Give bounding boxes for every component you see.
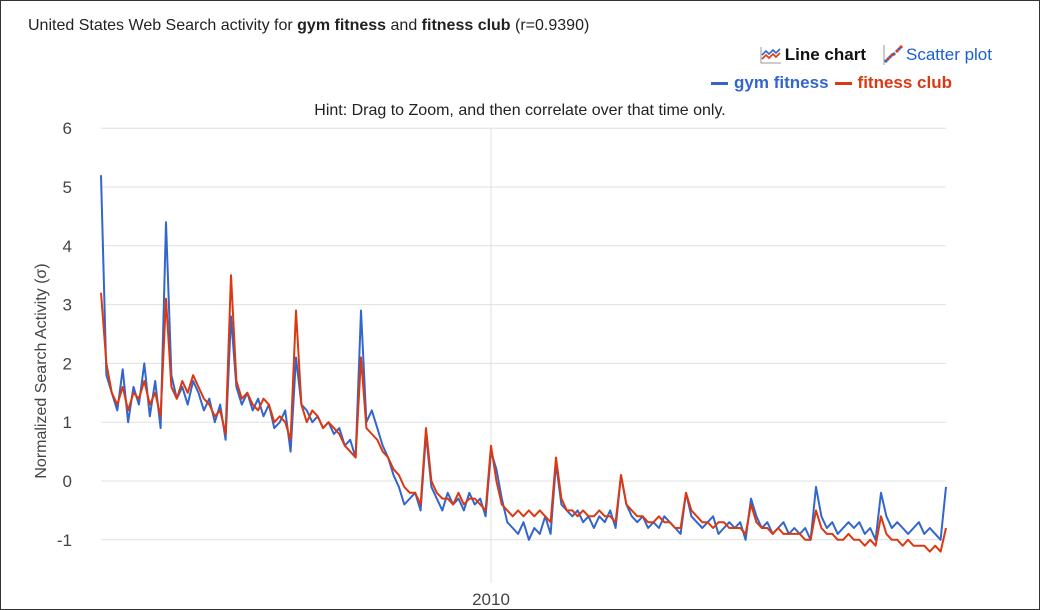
legend-label: fitness club — [857, 73, 952, 92]
series-line-fitness-club — [100, 274, 947, 553]
y-tick-label: 5 — [63, 178, 72, 197]
line-chart-label: Line chart — [784, 45, 866, 64]
scatter-plot-button[interactable]: Scatter plot — [880, 44, 992, 66]
title-prefix: United States Web Search activity for — [28, 17, 298, 34]
series-lines — [100, 175, 947, 553]
y-tick-label: 4 — [63, 237, 72, 256]
gridlines — [101, 127, 946, 583]
y-tick-label: 2 — [63, 354, 72, 373]
legend-swatch — [711, 81, 729, 85]
title-correlation: (r=0.9390) — [510, 17, 590, 34]
scatter-plot-label: Scatter plot — [906, 45, 992, 64]
title-term-fitness-club: fitness club — [421, 17, 511, 34]
view-switch: Line chart Scatter plot — [759, 44, 992, 66]
x-tick-label: 2010 — [472, 590, 510, 609]
tick-labels: 6 5 4 3 2 1 0 -1 2010 — [57, 119, 510, 609]
y-tick-label: 1 — [63, 413, 72, 432]
chart-title: United States Web Search activity for gy… — [28, 17, 589, 35]
y-tick-label: -1 — [57, 531, 72, 550]
title-and: and — [386, 17, 422, 34]
y-tick-label: 0 — [63, 472, 72, 491]
line-chart-button[interactable]: Line chart — [759, 45, 866, 65]
legend-item-fitness-club: fitness club — [834, 73, 952, 93]
legend-item-gym-fitness: gym fitness — [711, 73, 829, 93]
legend-label: gym fitness — [734, 73, 829, 92]
scatter-plot-icon — [883, 45, 903, 65]
title-term-gym-fitness: gym fitness — [297, 17, 387, 34]
series-line-gym-fitness — [100, 175, 947, 541]
zoom-hint: Hint: Drag to Zoom, and then correlate o… — [314, 102, 726, 119]
legend: gym fitness fitness club — [711, 73, 952, 93]
legend-swatch — [834, 81, 852, 85]
line-chart-icon — [760, 47, 781, 64]
y-tick-label: 6 — [63, 119, 72, 138]
y-tick-label: 3 — [63, 296, 72, 315]
